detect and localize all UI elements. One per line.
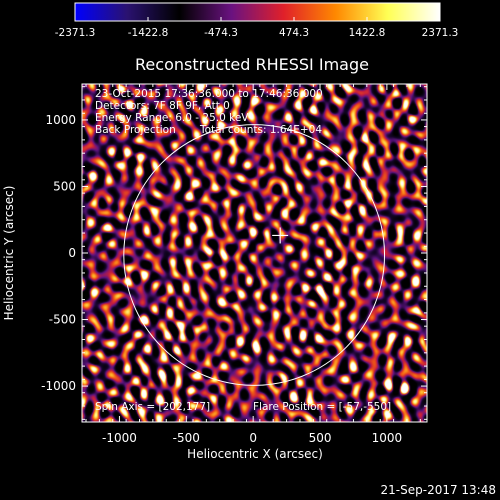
y-tick-label: -1000: [41, 379, 76, 393]
annotation-counts: Total counts: 1.64E+04: [199, 124, 322, 136]
colorbar-tick-label: -2371.3: [55, 27, 96, 39]
colorbar-ticks: -2371.3 -1422.8 -474.3 474.3 1422.8 2371.3: [55, 17, 459, 39]
annotation-detectors: Detectors: 7F 8F 9F, Att 0: [95, 100, 230, 112]
y-axis-label: Heliocentric Y (arcsec): [2, 186, 16, 321]
annotation-method: Back Projection: [95, 124, 176, 136]
reconstructed-image: [82, 84, 427, 422]
source-crosshair-marker: [272, 227, 289, 244]
annotation-time-range: 23-Oct-2015 17:36:36.000 to 17:46:36.000: [95, 88, 323, 100]
x-tick-label: 0: [249, 431, 257, 445]
heatmap-image: [82, 84, 427, 422]
y-tick-label: 0: [68, 246, 76, 260]
annotation-spin-axis: Spin Axis = [202,177]: [95, 401, 210, 413]
x-axis-ticks: -1000 -500 0 500 1000: [85, 84, 421, 445]
colorbar-tick-label: 2371.3: [422, 27, 459, 39]
colorbar-tick-label: -1422.8: [128, 27, 169, 39]
y-tick-label: 1000: [45, 113, 76, 127]
solar-limb-circle: [123, 124, 386, 386]
footer-timestamp: 21-Sep-2017 13:48: [381, 483, 496, 497]
x-tick-label: -1000: [102, 431, 137, 445]
annotation-energy: Energy Range: 6.0 - 25.0 keV: [95, 112, 249, 124]
x-axis-label: Heliocentric X (arcsec): [187, 447, 323, 461]
x-tick-label: 500: [309, 431, 332, 445]
y-tick-label: 500: [53, 179, 76, 193]
colorbar-tick-label: 1422.8: [349, 27, 386, 39]
x-tick-label: -500: [173, 431, 200, 445]
y-axis-ticks: -1000 -500 0 500 1000: [41, 86, 427, 420]
colorbar: -2371.3 -1422.8 -474.3 474.3 1422.8 2371.3: [55, 2, 459, 39]
annotation-flare-position: Flare Position = [-57,-550]: [253, 401, 391, 413]
colorbar-gradient: [74, 2, 441, 22]
y-tick-label: -500: [49, 313, 76, 327]
chart-title: Reconstructed RHESSI Image: [135, 55, 369, 74]
x-tick-label: 1000: [372, 431, 403, 445]
colorbar-tick-label: -474.3: [204, 27, 238, 39]
annotations: 23-Oct-2015 17:36:36.000 to 17:46:36.000…: [95, 88, 391, 413]
colorbar-tick-label: 474.3: [279, 27, 309, 39]
